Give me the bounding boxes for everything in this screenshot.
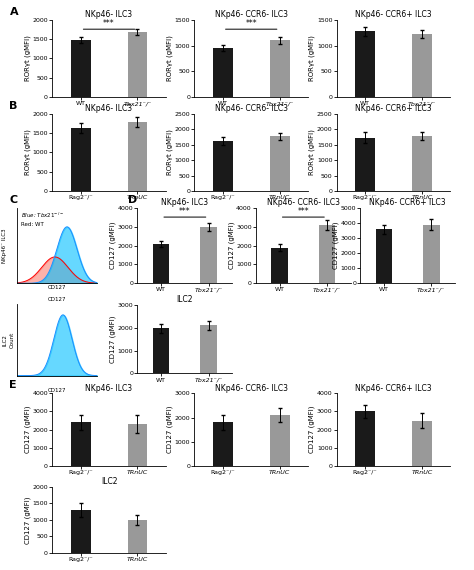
- Title: NKp46- CCR6+ ILC3: NKp46- CCR6+ ILC3: [355, 10, 432, 19]
- Text: B: B: [9, 101, 18, 111]
- Bar: [412, 136, 432, 191]
- Title: NKp46- CCR6- ILC3: NKp46- CCR6- ILC3: [215, 104, 288, 113]
- Bar: [271, 247, 288, 283]
- Y-axis label: RORγt (gMFI): RORγt (gMFI): [309, 129, 315, 176]
- Title: NKp46- CCR6+ ILC3: NKp46- CCR6+ ILC3: [355, 384, 432, 393]
- Bar: [270, 136, 290, 191]
- Bar: [153, 328, 169, 373]
- Text: E: E: [9, 380, 17, 390]
- Bar: [355, 412, 375, 466]
- Title: NKp46- ILC3: NKp46- ILC3: [161, 198, 209, 207]
- Text: CD127: CD127: [47, 297, 66, 302]
- Bar: [128, 520, 147, 553]
- Title: NKp46- ILC3: NKp46- ILC3: [85, 384, 133, 393]
- Y-axis label: CD127 (gMFI): CD127 (gMFI): [110, 222, 116, 270]
- Title: NKp46- CCR6- ILC3: NKp46- CCR6- ILC3: [215, 384, 288, 393]
- Title: NKp46- ILC3: NKp46- ILC3: [85, 104, 133, 113]
- Bar: [71, 422, 91, 466]
- Text: CD127: CD127: [47, 389, 66, 393]
- Bar: [412, 34, 432, 97]
- Title: NKp46- ILC3: NKp46- ILC3: [85, 10, 133, 19]
- Text: D: D: [128, 195, 137, 205]
- Bar: [200, 227, 217, 283]
- Bar: [153, 244, 169, 283]
- Y-axis label: CD127 (gMFI): CD127 (gMFI): [309, 406, 315, 453]
- Title: NKp46- CCR6+ ILC3: NKp46- CCR6+ ILC3: [369, 198, 446, 207]
- Y-axis label: RORγt (gMFI): RORγt (gMFI): [25, 35, 31, 82]
- Text: Red: WT: Red: WT: [21, 222, 43, 227]
- Bar: [355, 138, 375, 191]
- Y-axis label: CD127 (gMFI): CD127 (gMFI): [25, 406, 31, 453]
- Text: ***: ***: [246, 19, 257, 27]
- Y-axis label: Count: Count: [10, 332, 15, 348]
- Title: ILC2: ILC2: [101, 477, 117, 486]
- Bar: [412, 421, 432, 466]
- Bar: [213, 48, 233, 97]
- Bar: [128, 32, 147, 97]
- Y-axis label: RORγt (gMFI): RORγt (gMFI): [167, 35, 173, 82]
- Text: ***: ***: [179, 206, 191, 215]
- Y-axis label: CD127 (gMFI): CD127 (gMFI): [333, 222, 339, 270]
- Bar: [128, 122, 147, 191]
- Bar: [213, 141, 233, 191]
- X-axis label: CD127: CD127: [47, 284, 66, 290]
- Bar: [213, 422, 233, 466]
- Y-axis label: RORγt (gMFI): RORγt (gMFI): [309, 35, 316, 82]
- Title: NKp46- CCR6- ILC3: NKp46- CCR6- ILC3: [267, 198, 340, 207]
- Title: NKp46- CCR6- ILC3: NKp46- CCR6- ILC3: [215, 10, 288, 19]
- Y-axis label: RORγt (gMFI): RORγt (gMFI): [167, 129, 173, 176]
- Text: ***: ***: [103, 19, 115, 27]
- Bar: [71, 40, 91, 97]
- Y-axis label: RORγt (gMFI): RORγt (gMFI): [25, 129, 31, 176]
- Title: ILC2: ILC2: [177, 295, 193, 304]
- Bar: [355, 31, 375, 97]
- Text: C: C: [9, 195, 18, 205]
- Text: A: A: [9, 7, 18, 17]
- Y-axis label: CD127 (gMFI): CD127 (gMFI): [167, 406, 173, 453]
- Text: Blue: $Tbx21^{-/-}$: Blue: $Tbx21^{-/-}$: [21, 210, 64, 219]
- Bar: [319, 225, 335, 283]
- Bar: [71, 510, 91, 553]
- Bar: [128, 424, 147, 466]
- Text: ***: ***: [298, 206, 309, 215]
- Bar: [270, 415, 290, 466]
- Y-axis label: CD127 (gMFI): CD127 (gMFI): [110, 315, 116, 363]
- Title: NKp46- CCR6+ ILC3: NKp46- CCR6+ ILC3: [355, 104, 432, 113]
- Bar: [423, 225, 439, 283]
- Text: NKp46⁻ ILC3: NKp46⁻ ILC3: [2, 229, 8, 263]
- Text: ILC2: ILC2: [2, 334, 8, 346]
- Bar: [375, 229, 392, 283]
- Bar: [71, 128, 91, 191]
- Y-axis label: CD127 (gMFI): CD127 (gMFI): [25, 496, 31, 544]
- Y-axis label: CD127 (gMFI): CD127 (gMFI): [228, 222, 235, 270]
- Bar: [270, 40, 290, 97]
- Bar: [200, 325, 217, 373]
